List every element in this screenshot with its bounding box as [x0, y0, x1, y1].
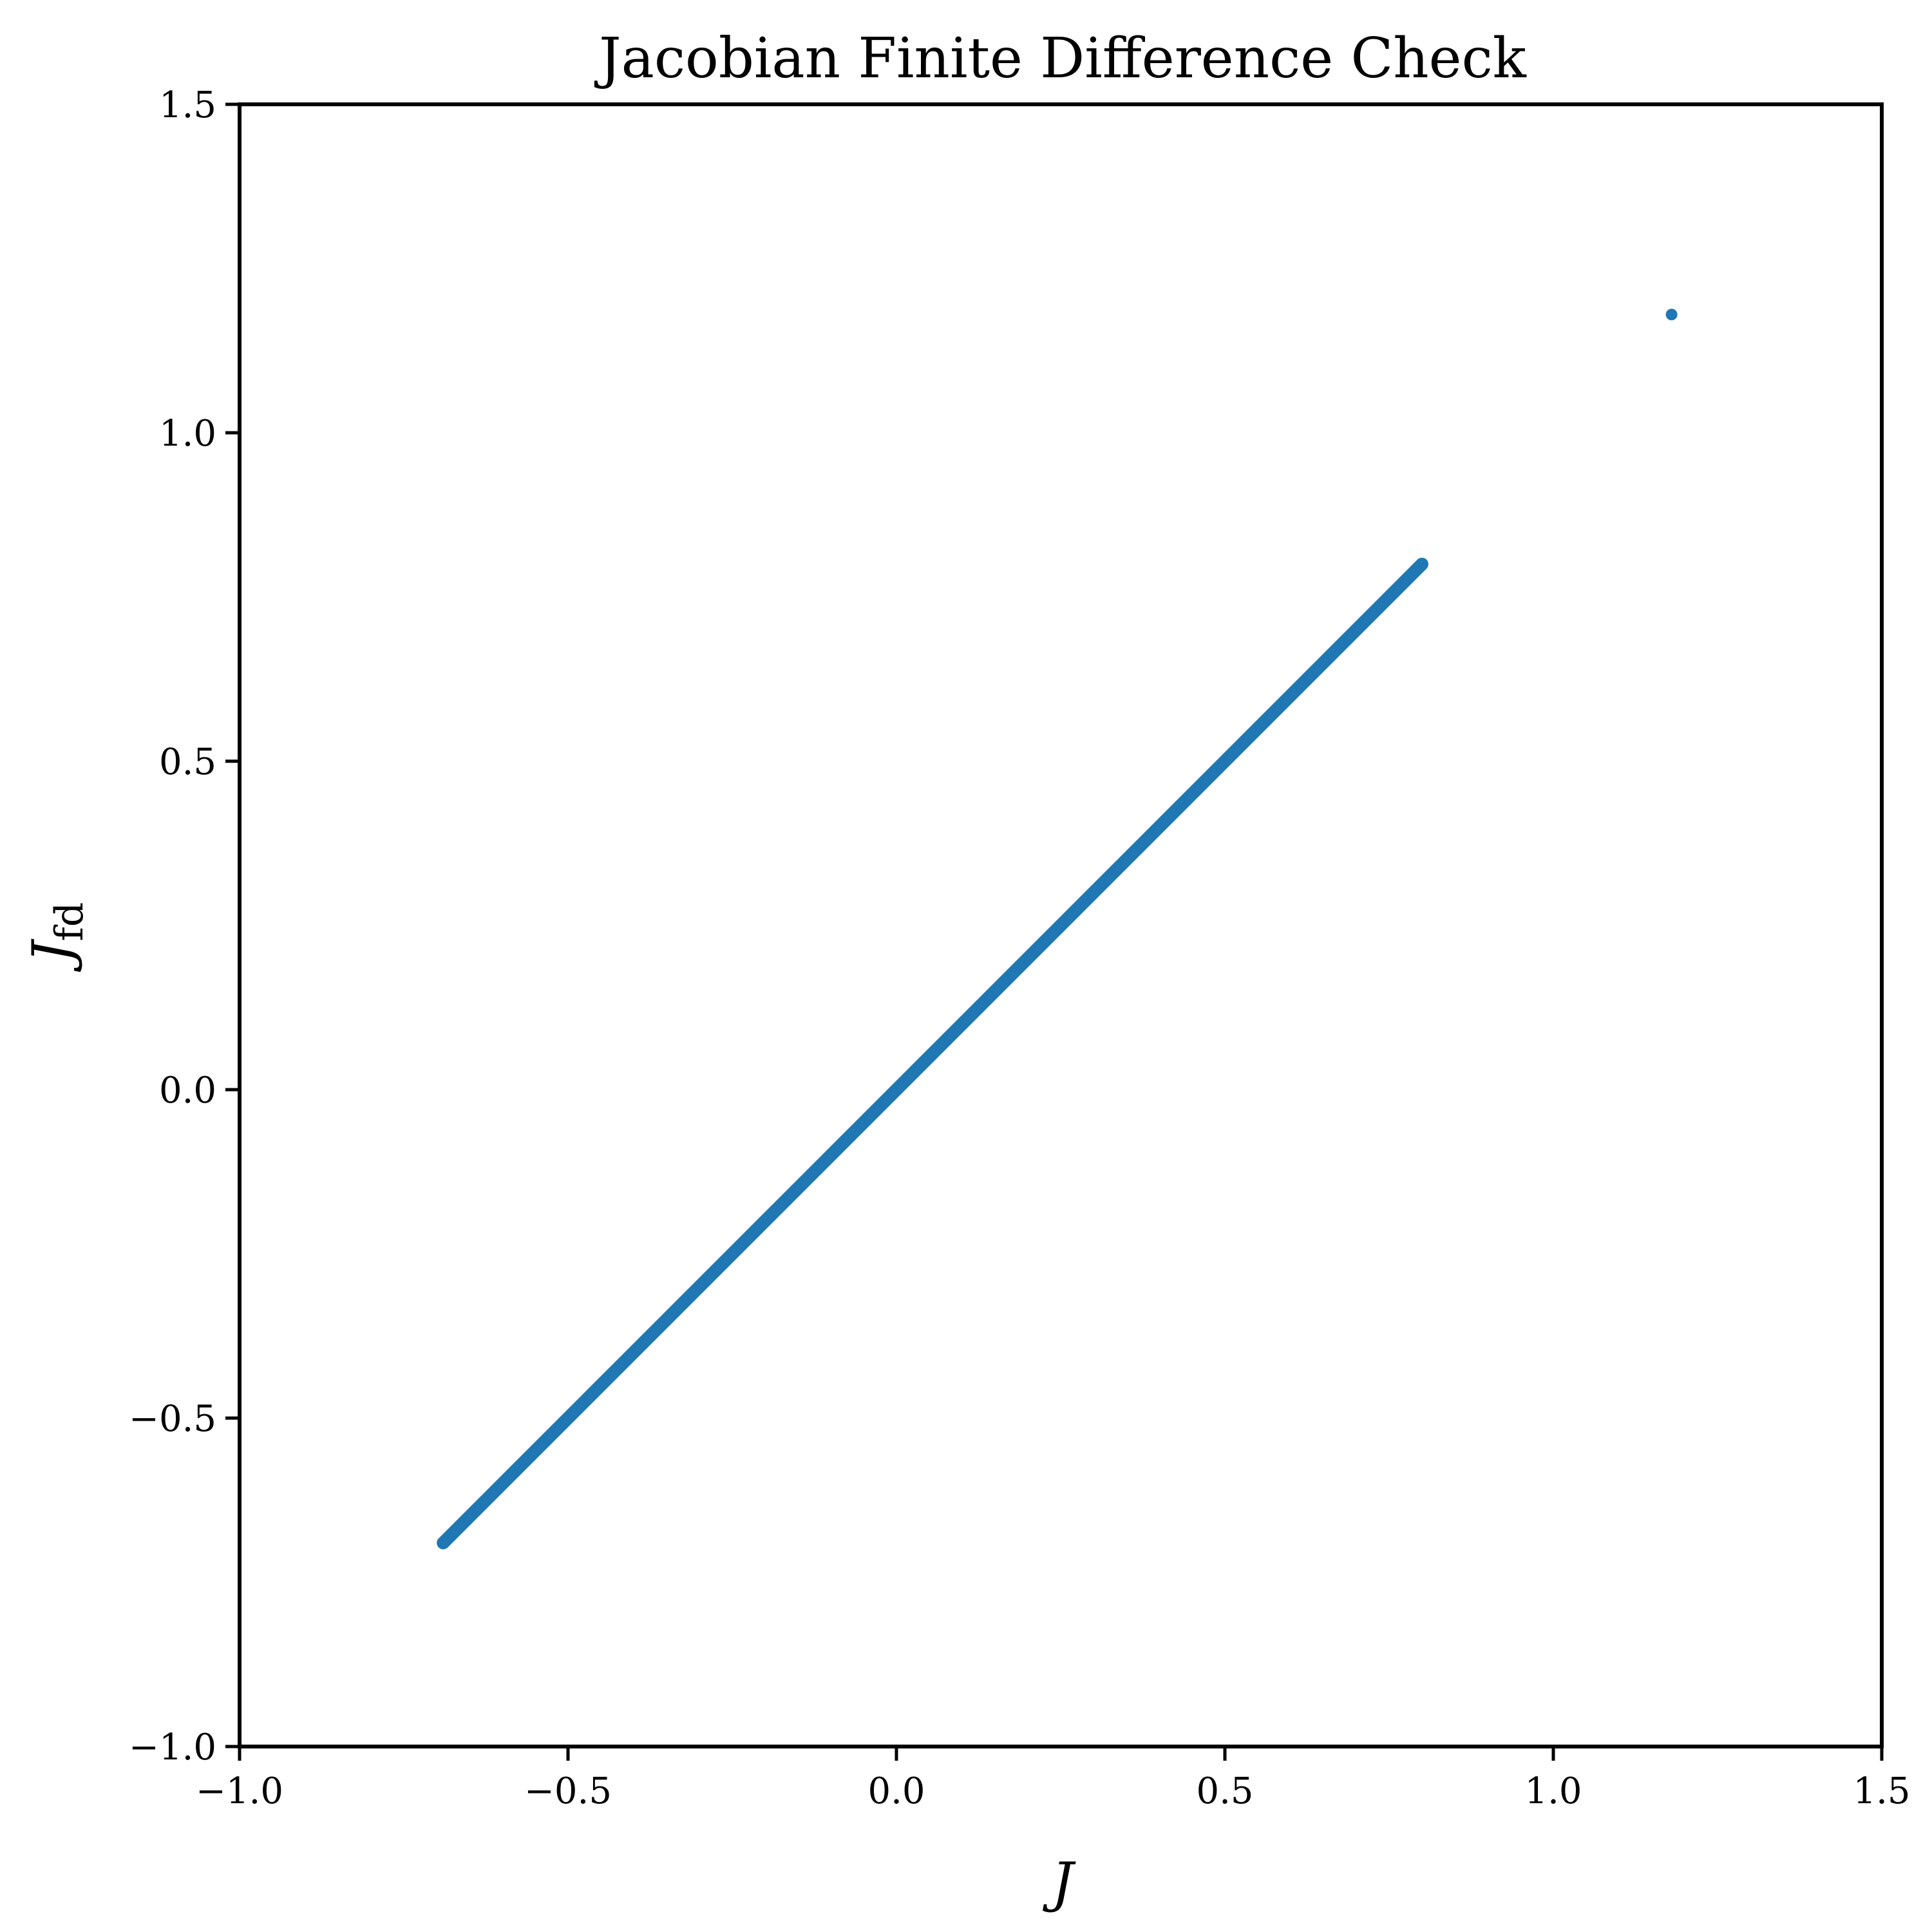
x-tick-label: −0.5 — [524, 1770, 612, 1812]
plot-frame — [238, 102, 1884, 1748]
tick-labels: −1.0 −0.5 0.0 0.5 1.0 1.5 −1.0 −0.5 0.0 0.5 1.0 1.5 — [129, 84, 1911, 1812]
x-tick-label: 0.5 — [1196, 1770, 1253, 1812]
y-tick-label: 1.0 — [159, 413, 216, 455]
y-tick-label: 0.0 — [159, 1070, 216, 1112]
y-axis-label-subscript: fd — [47, 902, 92, 942]
data-point — [1665, 308, 1678, 321]
x-axis-label: J — [1042, 1851, 1076, 1914]
x-tick-label: −1.0 — [196, 1770, 283, 1812]
y-tick-label: −1.0 — [129, 1727, 216, 1768]
axes — [225, 102, 1884, 1761]
data-points — [437, 308, 1678, 1549]
y-axis-label-main: J — [21, 938, 84, 972]
x-tick-label: 1.5 — [1853, 1770, 1910, 1812]
diagonal-point-cluster — [437, 558, 1428, 1549]
chart-title: Jacobian Finite Difference Check — [594, 26, 1527, 91]
y-tick-label: 0.5 — [159, 741, 216, 783]
y-tick-label: 1.5 — [159, 84, 216, 126]
y-tick-label: −0.5 — [129, 1398, 216, 1440]
x-tick-label: 1.0 — [1524, 1770, 1582, 1812]
y-axis-label: Jfd — [21, 902, 92, 972]
x-tick-label: 0.0 — [867, 1770, 925, 1812]
